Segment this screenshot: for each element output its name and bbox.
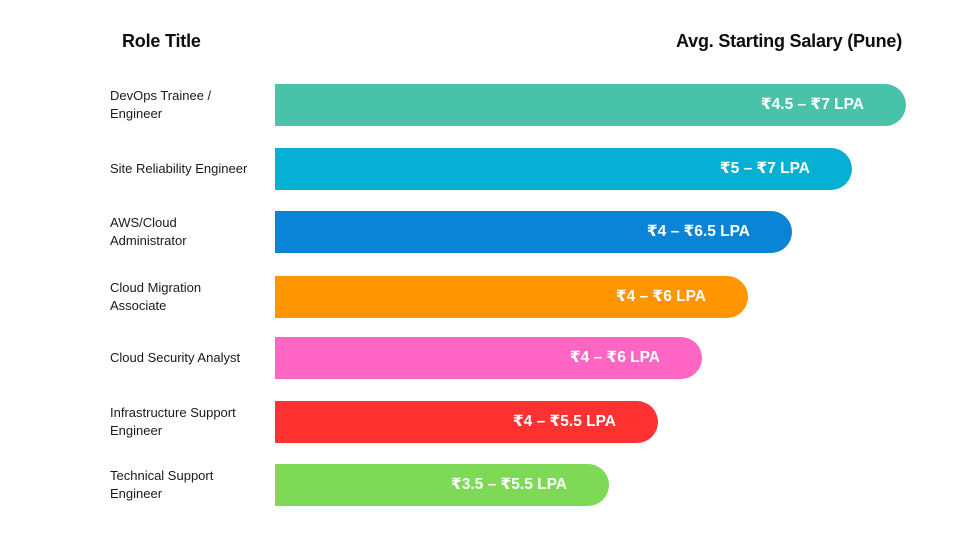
salary-bar: ₹4 – ₹6.5 LPA (275, 211, 792, 253)
role-label-line: AWS/Cloud (110, 214, 177, 230)
salary-bar: ₹5 – ₹7 LPA (275, 148, 852, 190)
role-label-line: Associate (110, 298, 167, 313)
role-label-text: Cloud Migration Associate (110, 279, 201, 316)
role-label: AWS/Cloud Administrator (110, 211, 270, 253)
role-title-header: Role Title (122, 31, 201, 51)
role-label: Site Reliability Engineer (110, 148, 270, 190)
role-label-line: Administrator (110, 233, 187, 248)
role-label-text: Cloud Security Analyst (110, 349, 240, 368)
role-label-text: Infrastructure Support Engineer (110, 404, 236, 441)
salary-header: Avg. Starting Salary (Pune) (676, 31, 902, 51)
role-label-line: Site Reliability Engineer (110, 160, 248, 176)
salary-data-label: ₹5 – ₹7 LPA (719, 160, 810, 177)
role-label-text: AWS/Cloud Administrator (110, 214, 187, 251)
salary-data-label: ₹3.5 – ₹5.5 LPA (450, 476, 567, 493)
salary-bar: ₹4 – ₹6 LPA (275, 337, 702, 379)
role-label: Cloud Security Analyst (110, 337, 270, 379)
role-label: Infrastructure Support Engineer (110, 401, 270, 443)
role-label-line: Engineer (110, 423, 163, 438)
role-label-line: DevOps Trainee / (110, 87, 212, 103)
salary-data-label: ₹4 – ₹6 LPA (615, 288, 706, 305)
salary-bar: ₹4 – ₹5.5 LPA (275, 401, 658, 443)
salary-data-label: ₹4 – ₹6.5 LPA (646, 223, 750, 240)
role-label-line: Infrastructure Support (110, 404, 236, 420)
role-label-text: Technical Support Engineer (110, 467, 213, 504)
role-label-line: Technical Support (110, 467, 214, 483)
role-label: DevOps Trainee / Engineer (110, 84, 270, 126)
role-label-text: DevOps Trainee / Engineer (110, 87, 211, 124)
salary-bar: ₹4 – ₹6 LPA (275, 276, 748, 318)
salary-data-label: ₹4 – ₹6 LPA (569, 349, 660, 366)
role-label: Cloud Migration Associate (110, 276, 270, 318)
role-label-line: Cloud Migration (110, 279, 202, 295)
salary-data-label: ₹4 – ₹5.5 LPA (512, 413, 616, 430)
role-label-line: Engineer (110, 106, 163, 121)
role-label-line: Cloud Security Analyst (110, 349, 241, 365)
role-label: Technical Support Engineer (110, 464, 270, 506)
role-label-line: Engineer (110, 486, 163, 501)
role-label-text: Site Reliability Engineer (110, 160, 247, 179)
salary-bar: ₹4.5 – ₹7 LPA (275, 84, 906, 126)
salary-bar: ₹3.5 – ₹5.5 LPA (275, 464, 609, 506)
salary-data-label: ₹4.5 – ₹7 LPA (760, 96, 864, 113)
